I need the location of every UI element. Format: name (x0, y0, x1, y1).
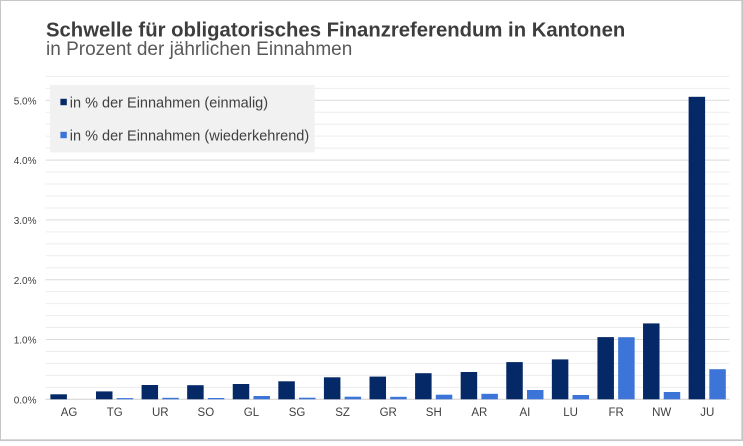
svg-text:1.0%: 1.0% (14, 336, 37, 347)
svg-text:SO: SO (198, 407, 215, 419)
svg-text:JU: JU (700, 407, 714, 419)
svg-text:3.0%: 3.0% (14, 216, 37, 227)
svg-text:FR: FR (608, 407, 623, 419)
svg-text:SG: SG (289, 407, 306, 419)
svg-text:4.0%: 4.0% (14, 156, 37, 167)
svg-text:GR: GR (380, 407, 397, 419)
svg-text:AR: AR (471, 407, 487, 419)
svg-text:in % der Einnahmen (einmalig): in % der Einnahmen (einmalig) (70, 95, 268, 111)
svg-text:SZ: SZ (335, 407, 350, 419)
svg-text:AG: AG (61, 407, 78, 419)
svg-text:LU: LU (563, 407, 578, 419)
svg-text:SH: SH (426, 407, 442, 419)
svg-text:in Prozent der jährlichen Einn: in Prozent der jährlichen Einnahmen (46, 39, 352, 60)
svg-text:0.0%: 0.0% (14, 395, 37, 406)
svg-text:in % der Einnahmen (wiederkehr: in % der Einnahmen (wiederkehrend) (70, 128, 309, 144)
svg-text:5.0%: 5.0% (14, 96, 37, 107)
svg-text:Schwelle für obligatorisches F: Schwelle für obligatorisches Finanzrefer… (46, 19, 625, 41)
svg-text:UR: UR (152, 407, 169, 419)
svg-text:AI: AI (520, 407, 531, 419)
svg-text:TG: TG (107, 407, 123, 419)
svg-text:NW: NW (652, 407, 671, 419)
svg-text:2.0%: 2.0% (14, 276, 37, 287)
svg-text:GL: GL (244, 407, 260, 419)
